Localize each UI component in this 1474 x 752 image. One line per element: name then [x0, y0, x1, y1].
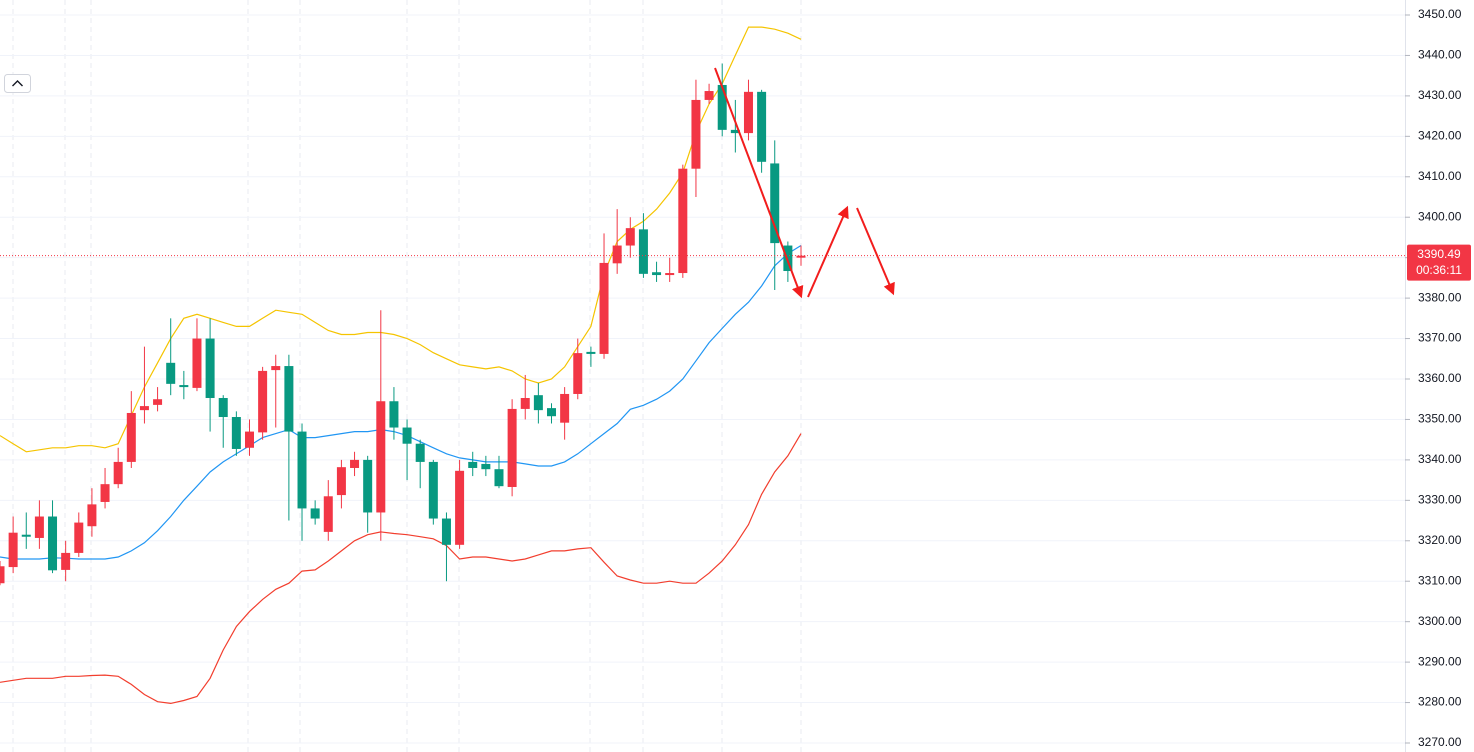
- candle-body: [743, 91, 753, 134]
- candle-body: [0, 566, 5, 584]
- y-tick-label: 3380.00: [1418, 290, 1462, 304]
- candle-body: [455, 470, 465, 545]
- candle-body: [179, 385, 189, 388]
- y-tick-label: 3440.00: [1418, 48, 1462, 62]
- candle-body: [586, 351, 596, 354]
- candle-body: [415, 443, 425, 462]
- candle-body: [770, 163, 780, 244]
- candle-body: [284, 366, 294, 432]
- candle-body: [625, 228, 635, 246]
- annotation-arrow: [714, 67, 804, 299]
- candle-body: [258, 370, 268, 433]
- y-tick-label: 3280.00: [1418, 695, 1462, 709]
- candle-body: [87, 504, 97, 527]
- y-tick-label: 3270.00: [1418, 735, 1462, 749]
- y-tick-label: 3420.00: [1418, 129, 1462, 143]
- y-tick-label: 3340.00: [1418, 452, 1462, 466]
- y-tick-label: 3370.00: [1418, 331, 1462, 345]
- candle-body: [153, 399, 163, 405]
- annotation-arrow: [807, 205, 849, 298]
- candle-body: [139, 406, 149, 411]
- candle-body: [691, 99, 701, 169]
- candle-body: [323, 496, 333, 532]
- candle-body: [494, 469, 504, 487]
- candle-body: [665, 273, 675, 276]
- candle-body: [297, 431, 307, 509]
- y-tick-label: 3290.00: [1418, 654, 1462, 668]
- candle-body: [74, 522, 84, 553]
- candle-body: [468, 461, 478, 468]
- band-line: [0, 244, 802, 560]
- candle-body: [61, 552, 71, 570]
- candle-body: [533, 395, 543, 411]
- y-tick-label: 3350.00: [1418, 412, 1462, 426]
- candle-body: [560, 393, 570, 423]
- candle-body: [126, 412, 136, 462]
- y-tick-label: 3300.00: [1418, 614, 1462, 628]
- candle-body: [402, 427, 412, 444]
- band-line: [0, 433, 802, 705]
- candle-body: [441, 518, 451, 545]
- candle-body: [271, 366, 281, 371]
- candle-body: [336, 467, 346, 496]
- candle-body: [231, 417, 241, 449]
- candle-body: [8, 532, 18, 568]
- candle-body: [363, 459, 373, 513]
- candle-body: [783, 245, 793, 272]
- candle-body: [310, 508, 320, 519]
- candle-body: [481, 463, 491, 470]
- y-tick-label: 3310.00: [1418, 573, 1462, 587]
- candle-body: [389, 401, 399, 428]
- candle-body: [244, 431, 254, 448]
- candle-body: [192, 338, 202, 388]
- candle-body: [218, 398, 228, 418]
- y-tick-label: 3430.00: [1418, 88, 1462, 102]
- candle-body: [678, 168, 688, 274]
- band-line: [0, 26, 802, 453]
- candle-body: [612, 245, 622, 264]
- candle-body: [757, 91, 767, 162]
- candle-body: [730, 129, 740, 134]
- candle-body: [48, 516, 58, 571]
- y-tick-label: 3450.00: [1418, 7, 1462, 21]
- candle-body: [599, 262, 609, 354]
- candle-body: [704, 91, 714, 100]
- candle-body: [638, 229, 648, 274]
- candle-body: [376, 401, 386, 513]
- candle-body: [205, 338, 215, 399]
- candle-body: [520, 398, 530, 409]
- y-tick-label: 3360.00: [1418, 371, 1462, 385]
- candle-body: [717, 84, 727, 130]
- candle-body: [428, 461, 438, 519]
- candle-body: [547, 408, 557, 417]
- y-tick-label: 3330.00: [1418, 493, 1462, 507]
- y-tick-label: 3320.00: [1418, 533, 1462, 547]
- candle-body: [100, 484, 110, 502]
- candle-body: [350, 459, 360, 468]
- y-tick-label: 3400.00: [1418, 209, 1462, 223]
- candle-body: [652, 272, 662, 276]
- candle-body: [796, 255, 806, 258]
- y-tick-label: 3410.00: [1418, 169, 1462, 183]
- candle-body: [166, 362, 176, 384]
- candle-body: [21, 534, 31, 537]
- candle-body: [34, 516, 44, 538]
- last-price-box: [1407, 244, 1471, 281]
- candle-body: [113, 461, 123, 485]
- annotation-arrow: [856, 207, 895, 296]
- countdown-label: 00:36:11: [1416, 263, 1462, 277]
- grid: [0, 0, 1405, 752]
- candle-body: [573, 353, 583, 394]
- candle-body: [507, 408, 517, 487]
- collapse-button[interactable]: [4, 74, 31, 93]
- last-price-label: 3390.49: [1417, 247, 1461, 261]
- button-frame: [4, 74, 31, 93]
- button-chevron: [12, 80, 23, 87]
